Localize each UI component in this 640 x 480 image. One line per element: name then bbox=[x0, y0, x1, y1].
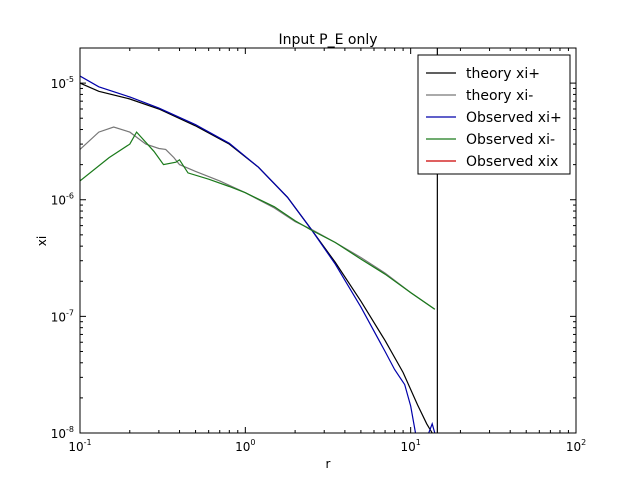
y-tick-label: 10-7 bbox=[51, 308, 74, 324]
y-tick-exponent: -7 bbox=[66, 308, 74, 317]
x-tick-base: 10 bbox=[400, 440, 415, 454]
legend-label-4: Observed xix bbox=[466, 154, 558, 170]
y-tick-label: 10-5 bbox=[51, 75, 74, 91]
x-tick-label: 102 bbox=[566, 438, 586, 454]
x-tick-label: 101 bbox=[400, 438, 420, 454]
y-tick-label: 10-8 bbox=[51, 425, 74, 441]
x-tick-base: 10 bbox=[235, 440, 250, 454]
x-tick-exponent: 2 bbox=[581, 438, 586, 447]
legend-label-2: Observed xi+ bbox=[466, 110, 562, 126]
chart-title: Input P_E only bbox=[278, 32, 377, 48]
y-tick-base: 10 bbox=[51, 427, 66, 441]
legend-label-0: theory xi+ bbox=[466, 66, 540, 82]
x-tick-base: 10 bbox=[566, 440, 581, 454]
legend-entries: theory xi+ theory xi- Observed xi+ Observed… bbox=[426, 66, 562, 170]
legend-label-3: Observed xi- bbox=[466, 132, 555, 148]
y-tick-base: 10 bbox=[51, 77, 66, 91]
x-axis-label: r bbox=[326, 457, 331, 471]
legend: theory xi+ theory xi- Observed xi+ Observed… bbox=[417, 54, 571, 175]
y-axis-label: xi bbox=[35, 236, 49, 246]
series-line-1 bbox=[80, 126, 436, 310]
x-tick-label: 10-1 bbox=[68, 438, 91, 454]
y-tick-base: 10 bbox=[51, 310, 66, 324]
series-line-3 bbox=[80, 131, 436, 310]
x-tick-label: 100 bbox=[235, 438, 255, 454]
y-tick-exponent: -6 bbox=[66, 192, 74, 201]
y-tick-base: 10 bbox=[51, 194, 66, 208]
y-tick-exponent: -8 bbox=[66, 425, 74, 434]
series-layer bbox=[80, 75, 436, 433]
legend-box bbox=[417, 54, 571, 175]
legend-label-1: theory xi- bbox=[466, 88, 533, 104]
x-tick-exponent: 1 bbox=[416, 438, 421, 447]
y-tick-label: 10-6 bbox=[51, 192, 74, 208]
x-tick-base: 10 bbox=[68, 440, 83, 454]
y-tick-exponent: -5 bbox=[66, 75, 74, 84]
x-tick-exponent: -1 bbox=[84, 438, 92, 447]
x-tick-exponent: 0 bbox=[250, 438, 255, 447]
plot-frame bbox=[79, 47, 577, 434]
series-line-2 bbox=[80, 75, 436, 433]
